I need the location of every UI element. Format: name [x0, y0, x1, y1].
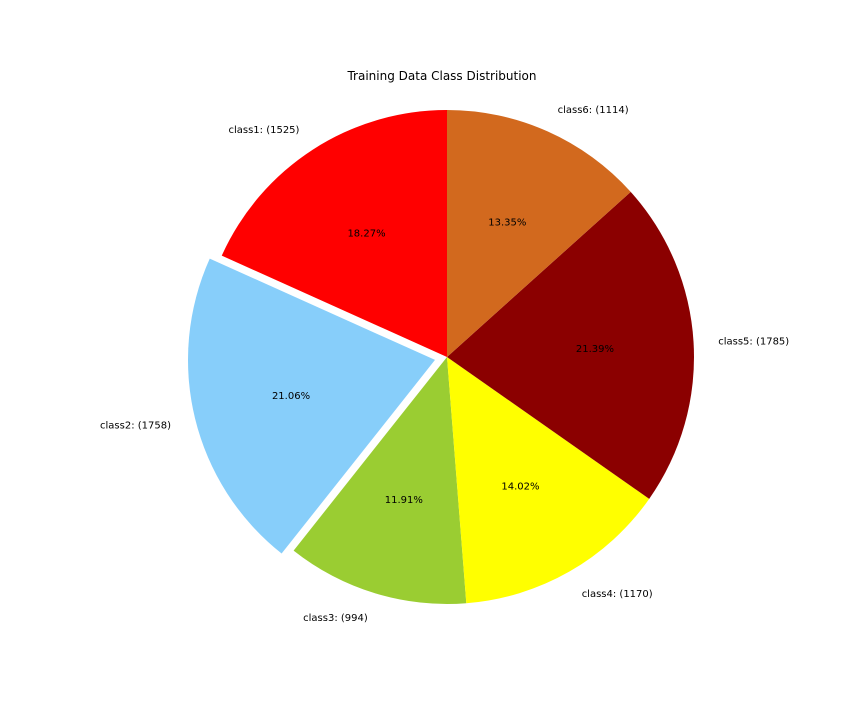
percent-label-class1: 18.27% — [347, 229, 385, 240]
slice-label-class5: class5: (1785) — [718, 337, 789, 348]
percent-label-class2: 21.06% — [272, 391, 310, 402]
slice-label-class6: class6: (1114) — [558, 105, 629, 116]
slice-label-class4: class4: (1170) — [582, 589, 653, 600]
pie-slice-class1 — [221, 110, 447, 357]
pie-slice-class3 — [293, 357, 467, 604]
pie-slice-class6 — [447, 109, 631, 357]
slice-label-class2: class2: (1758) — [100, 420, 171, 431]
slice-label-class1: class1: (1525) — [228, 125, 299, 136]
pie-slice-class2 — [188, 258, 436, 554]
chart-title: Training Data Class Distribution — [346, 69, 536, 83]
percent-label-class3: 11.91% — [385, 495, 423, 506]
slice-label-class3: class3: (994) — [303, 613, 368, 624]
percent-label-class4: 14.02% — [501, 482, 539, 493]
percent-label-class6: 13.35% — [488, 218, 526, 229]
percent-label-class5: 21.39% — [576, 344, 614, 355]
pie-slice-class4 — [447, 357, 650, 604]
pie-slice-class5 — [447, 191, 694, 499]
pie-labels: 18.27% class1: (1525) 21.06% class2: (1758)… — [100, 105, 789, 624]
pie-slices — [188, 109, 694, 604]
